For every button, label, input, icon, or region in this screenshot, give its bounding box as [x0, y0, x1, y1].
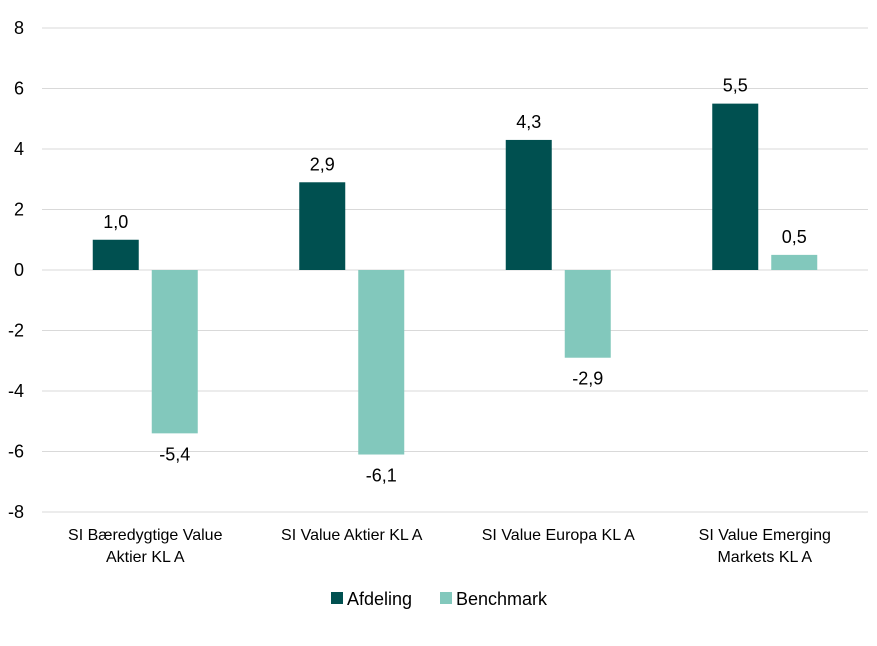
legend-swatch-benchmark — [440, 592, 452, 604]
data-label: 5,5 — [723, 76, 748, 96]
bar-afdeling — [712, 103, 759, 270]
data-label: 4,3 — [516, 112, 541, 132]
data-labels: 1,0 2,9 4,3 5,5 -5,4 -6,1 -2,9 0,5 — [103, 76, 807, 486]
x-tick-label: SI Value Aktier KL A — [281, 527, 423, 544]
x-axis: SI Bæredygtige Value Aktier KL A SI Value … — [68, 527, 831, 566]
bar-afdeling — [92, 239, 139, 270]
y-tick-label: 2 — [14, 200, 24, 220]
legend-label-benchmark: Benchmark — [456, 589, 548, 609]
y-tick-label: -2 — [8, 321, 24, 341]
y-tick-label: 4 — [14, 139, 24, 159]
data-label: -6,1 — [366, 466, 397, 486]
bar-benchmark — [151, 270, 198, 434]
bar-benchmark — [564, 270, 611, 358]
legend: Afdeling Benchmark — [331, 589, 548, 609]
data-label: 1,0 — [103, 212, 128, 232]
y-tick-label: -4 — [8, 381, 24, 401]
bar-afdeling — [505, 139, 552, 270]
y-axis: 8 6 4 2 0 -2 -4 -6 -8 — [8, 18, 24, 522]
legend-label-afdeling: Afdeling — [347, 589, 412, 609]
y-tick-label: 0 — [14, 260, 24, 280]
bar-benchmark — [358, 270, 405, 455]
bar-benchmark — [771, 254, 818, 270]
y-tick-label: -6 — [8, 442, 24, 462]
data-label: 0,5 — [782, 227, 807, 247]
x-tick-label: SI Value Emerging Markets KL A — [699, 527, 831, 566]
data-label: 2,9 — [310, 154, 335, 174]
y-tick-label: -8 — [8, 502, 24, 522]
x-tick-label: SI Value Europa KL A — [482, 527, 635, 544]
bars — [92, 103, 818, 455]
y-tick-label: 8 — [14, 18, 24, 38]
x-tick-label: SI Bæredygtige Value Aktier KL A — [68, 527, 223, 566]
data-label: -2,9 — [572, 369, 603, 389]
data-label: -5,4 — [159, 444, 190, 464]
bar-afdeling — [299, 182, 346, 270]
legend-swatch-afdeling — [331, 592, 343, 604]
y-tick-label: 6 — [14, 79, 24, 99]
